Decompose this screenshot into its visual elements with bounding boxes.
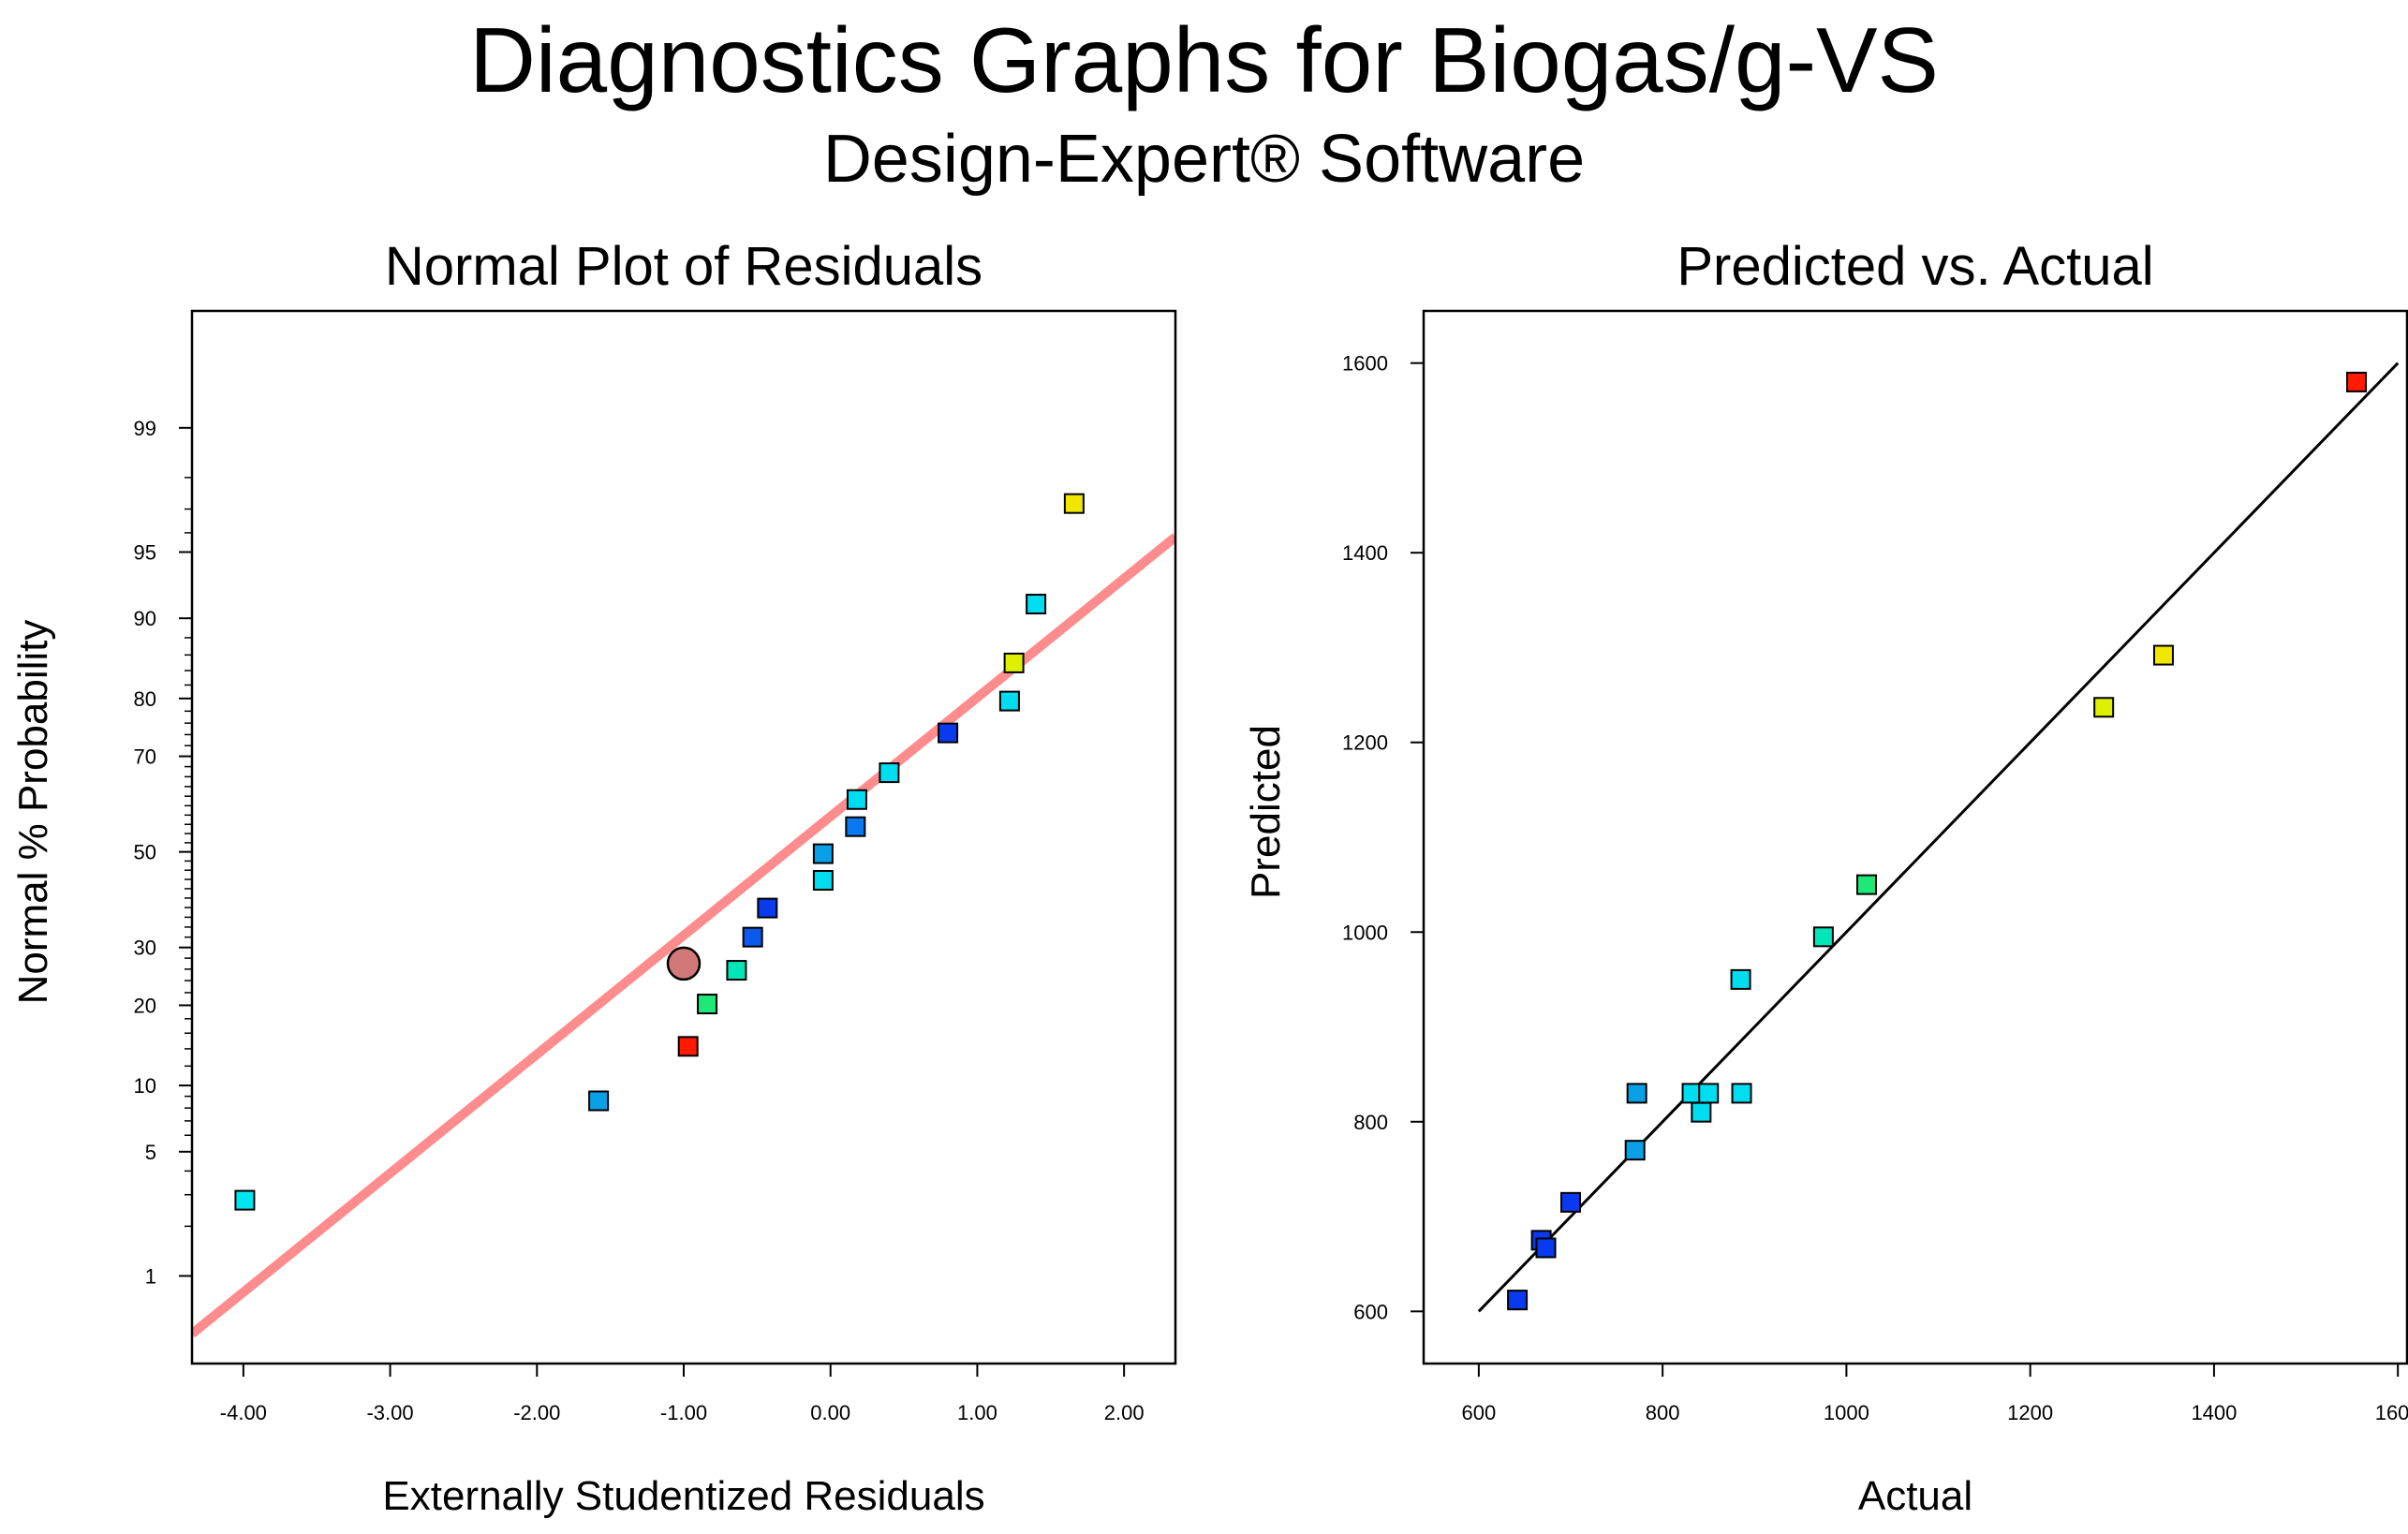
chart1-plot-frame	[190, 309, 1177, 1365]
chart1-point	[845, 816, 866, 837]
chart1-fit-line	[192, 533, 1175, 1338]
chart1-point	[879, 762, 900, 784]
chart2-point	[1507, 1290, 1529, 1311]
chart2-point	[2152, 644, 2174, 666]
chart2-title: Predicted vs. Actual	[1677, 236, 2154, 297]
chart1-point	[1026, 594, 1047, 615]
chart1-point	[726, 960, 747, 981]
chart1-xlabel: Externally Studentized Residuals	[382, 1473, 985, 1519]
chart2-y-tick-label: 1400	[1342, 541, 1388, 565]
chart1-x-tick-label: -4.00	[220, 1401, 267, 1424]
chart2-point	[1698, 1083, 1720, 1104]
chart2-y-tick-label: 1000	[1342, 921, 1388, 944]
chart1-point	[938, 722, 959, 744]
chart1-point	[234, 1189, 256, 1211]
chart1-y-tick-label: 90	[134, 607, 156, 630]
chart1-y-tick-label: 30	[134, 937, 156, 960]
chart2-xlabel: Actual	[1857, 1473, 1973, 1519]
chart2-point	[1730, 968, 1751, 990]
chart1-point	[846, 789, 867, 810]
chart1-x-tick-label: -3.00	[366, 1401, 413, 1424]
chart1-point	[757, 897, 778, 919]
chart1-point	[588, 1090, 610, 1112]
chart1-x-tick-label: -1.00	[660, 1401, 707, 1424]
chart1-x-tick-label: 0.00	[810, 1401, 850, 1424]
chart1-y-tick-label: 5	[145, 1141, 156, 1164]
chart1-point	[1063, 493, 1085, 514]
chart1-point	[742, 926, 763, 948]
chart2-point	[2093, 697, 2115, 718]
chart2-fit-line	[1477, 361, 2400, 1313]
chart2-plot-frame	[1422, 309, 2408, 1365]
chart1-x-tick-label: -2.00	[513, 1401, 560, 1424]
chart2-x-tick-label: 1600	[2375, 1401, 2408, 1424]
chart2-x-tick-label: 1200	[2007, 1401, 2053, 1424]
chart1-point	[998, 690, 1020, 712]
chart2-point	[1691, 1101, 1712, 1123]
chart1-y-tick-label: 95	[134, 540, 156, 564]
chart2-x-tick-label: 600	[1462, 1401, 1497, 1424]
chart1-highlight-point	[666, 946, 702, 981]
chart2-x-tick-label: 1000	[1824, 1401, 1869, 1424]
chart1-point	[697, 994, 718, 1015]
chart2-y-tick-label: 1600	[1342, 352, 1388, 376]
page-title: Diagnostics Graphs for Biogas/g-VS	[469, 8, 1939, 111]
chart2-point	[1626, 1083, 1647, 1104]
chart1-y-tick-label: 1	[145, 1264, 156, 1288]
chart2-point	[1855, 874, 1877, 895]
chart1-point	[812, 870, 834, 892]
chart1-point	[812, 843, 834, 864]
chart1-y-tick-label: 20	[134, 994, 156, 1017]
chart1-y-tick-label: 10	[134, 1074, 156, 1098]
chart1-x-tick-label: 1.00	[957, 1401, 997, 1424]
chart1-y-tick-label: 80	[134, 687, 156, 711]
chart1-y-tick-label: 99	[134, 417, 156, 440]
chart1-y-tick-label: 70	[134, 745, 156, 769]
chart1-title: Normal Plot of Residuals	[384, 236, 983, 297]
chart1-point	[1003, 652, 1025, 673]
chart2-y-tick-label: 600	[1353, 1300, 1388, 1323]
chart2-y-tick-label: 1200	[1342, 731, 1388, 755]
chart1-y-tick-label: 50	[134, 841, 156, 864]
chart1-point	[677, 1036, 699, 1057]
chart2-point	[1560, 1191, 1582, 1213]
chart2-point	[1624, 1140, 1646, 1161]
chart2-point	[1535, 1237, 1557, 1259]
chart2-x-tick-label: 800	[1646, 1401, 1680, 1424]
chart1-x-tick-label: 2.00	[1104, 1401, 1145, 1424]
chart2-y-tick-label: 800	[1353, 1111, 1388, 1134]
page-subtitle: Design-Expert® Software	[822, 122, 1586, 197]
chart2-point	[1731, 1083, 1752, 1104]
chart2-point	[1812, 926, 1834, 948]
chart2-point	[2346, 371, 2368, 392]
chart2-x-tick-label: 1400	[2191, 1401, 2237, 1424]
